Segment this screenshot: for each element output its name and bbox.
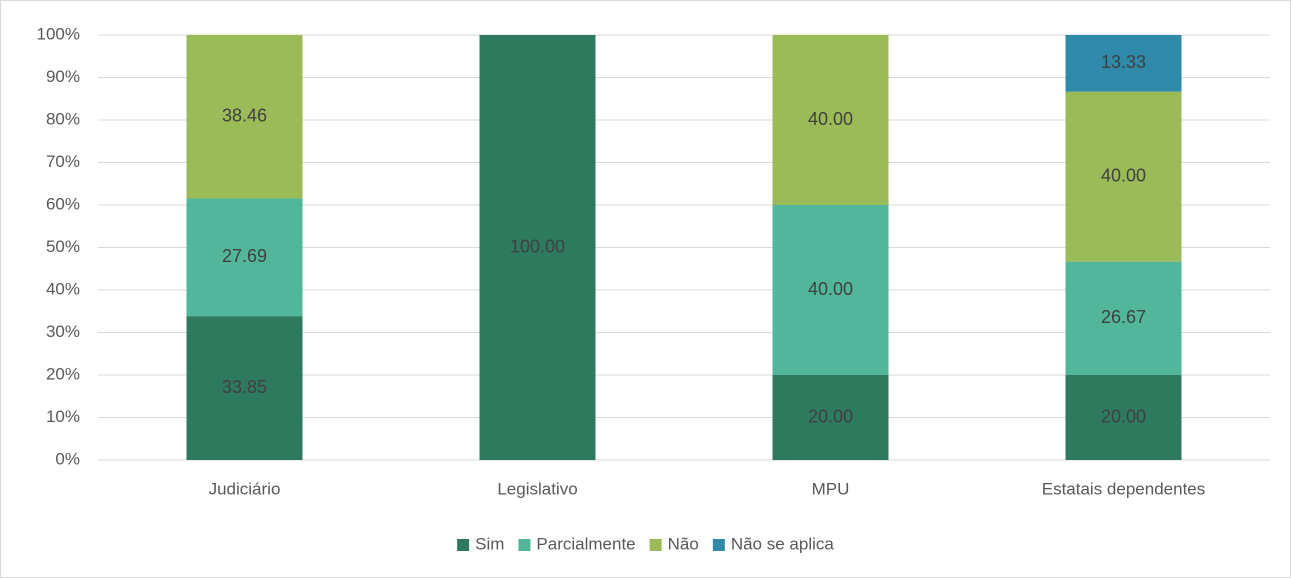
legend-swatch bbox=[649, 539, 662, 551]
data-label: 20.00 bbox=[1101, 406, 1146, 426]
data-label: 20.00 bbox=[808, 406, 853, 426]
y-tick-label: 0% bbox=[55, 449, 80, 468]
data-label: 27.69 bbox=[222, 246, 267, 266]
legend-swatch bbox=[712, 539, 725, 551]
legend-swatch bbox=[518, 539, 531, 551]
y-tick-label: 30% bbox=[46, 322, 80, 341]
y-tick-label: 70% bbox=[46, 152, 80, 171]
bar-segment bbox=[186, 198, 303, 317]
x-tick-label: MPU bbox=[812, 479, 850, 498]
legend-label: Não bbox=[668, 534, 699, 553]
x-tick-label: Estatais dependentes bbox=[1042, 479, 1206, 498]
data-label: 38.46 bbox=[222, 105, 267, 125]
x-tick-label: Judiciário bbox=[209, 479, 281, 498]
bar-segment bbox=[1065, 35, 1182, 92]
bar-segment bbox=[772, 205, 889, 375]
y-tick-label: 100% bbox=[37, 24, 80, 43]
bar-segment bbox=[1065, 91, 1182, 262]
data-label: 13.33 bbox=[1101, 52, 1146, 72]
bar-segment bbox=[772, 375, 889, 460]
data-label: 26.67 bbox=[1101, 307, 1146, 327]
y-tick-label: 90% bbox=[46, 67, 80, 86]
legend-swatch bbox=[457, 539, 470, 551]
data-label: 40.00 bbox=[808, 279, 853, 299]
bar-segment bbox=[186, 316, 303, 460]
data-label: 40.00 bbox=[808, 109, 853, 129]
bar-segment bbox=[1065, 261, 1182, 375]
y-tick-label: 20% bbox=[46, 364, 80, 383]
data-label: 40.00 bbox=[1101, 165, 1146, 185]
legend-label: Não se aplica bbox=[731, 534, 835, 553]
bar-segment bbox=[772, 35, 889, 205]
y-tick-label: 40% bbox=[46, 279, 80, 298]
x-tick-label: Legislativo bbox=[497, 479, 577, 498]
y-tick-label: 10% bbox=[46, 407, 80, 426]
bar-segment bbox=[1065, 375, 1182, 460]
legend-label: Parcialmente bbox=[536, 534, 635, 553]
legend-label: Sim bbox=[475, 534, 504, 553]
bar-segment bbox=[479, 35, 596, 460]
y-tick-label: 80% bbox=[46, 109, 80, 128]
y-tick-label: 60% bbox=[46, 194, 80, 213]
y-tick-label: 50% bbox=[46, 237, 80, 256]
data-label: 100.00 bbox=[510, 236, 565, 256]
bar-segment bbox=[186, 35, 303, 199]
data-label: 33.85 bbox=[222, 377, 267, 397]
